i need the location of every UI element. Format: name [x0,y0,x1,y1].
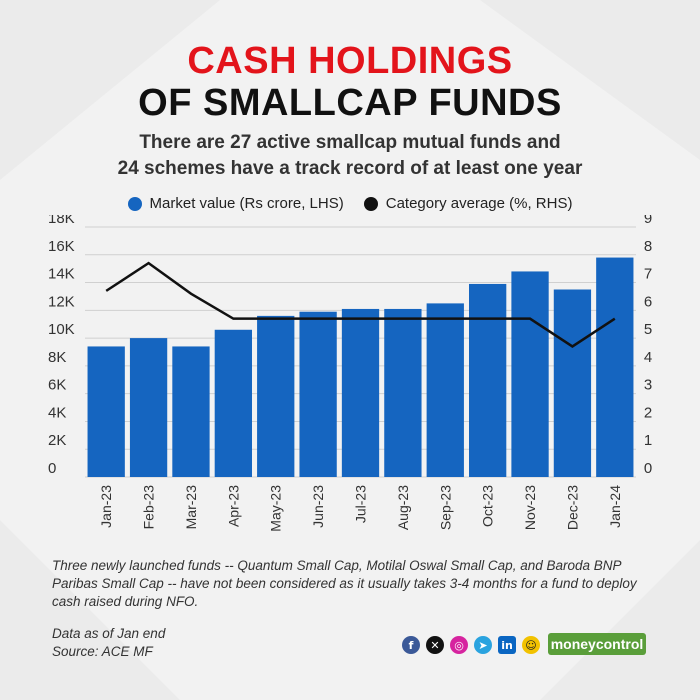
bar [426,303,464,477]
line-series-category-average [105,261,616,348]
x-tick-label: Nov-23 [522,485,538,530]
snapchat-icon[interactable]: ☺ [522,636,540,654]
bar [341,308,380,477]
x-tick-label: May-23 [268,485,284,532]
y-right-tick-label: 4 [644,349,652,366]
x-tick-label: Apr-23 [225,485,241,527]
legend-swatch-black-icon [363,196,378,211]
chart: 0 2K 4K 6K 8K 10K 12K 14K 16K 18K 0 1 2 3 4 5 6 7 8 9 Jan-23… [48,215,652,532]
chart-subtitle-line1: There are 27 active smallcap mutual fund… [139,132,561,153]
bar [257,315,295,477]
chart-title-line1: CASH HOLDINGS [187,40,513,82]
bar [129,338,168,477]
y-left-tick-label: 0 [48,460,56,477]
y-left-tick-label: 10K [48,321,75,338]
bar [172,346,210,477]
x-tick-label: Jun-23 [310,485,326,528]
bar [469,283,507,477]
x-tick-label: Jul-23 [353,485,369,523]
bar [214,329,252,477]
x-tick-label: Dec-23 [564,485,580,530]
legend-swatch-blue-icon [127,196,142,211]
bar [299,311,337,477]
source-note: Source: ACE MF [52,644,153,659]
y-left-tick-label: 12K [48,293,75,310]
bar [384,308,422,477]
telegram-icon[interactable]: ➤ [474,636,492,654]
linkedin-icon[interactable]: in [498,636,516,654]
y-right-tick-label: 7 [644,266,652,283]
bar [596,257,634,477]
x-tick-label: Sep-23 [437,485,453,530]
social-icons: f ✕ ◎ ➤ in ☺ [402,636,546,654]
instagram-icon[interactable]: ◎ [450,636,468,654]
footnote: Three newly launched funds -- Quantum Sm… [52,558,637,609]
chart-subtitle-line2: 24 schemes have a track record of at lea… [117,158,583,179]
y-right-tick-label: 1 [644,432,652,449]
data-as-of: Data as of Jan end [52,626,166,641]
facebook-icon[interactable]: f [402,636,420,654]
y-left-tick-label: 4K [48,404,66,421]
y-right-tick-label: 2 [644,404,652,421]
chart-legend: Market value (Rs crore, LHS) Category av… [0,195,700,212]
y-right-tick-label: 8 [644,238,652,255]
x-tick-label: Aug-23 [395,485,411,530]
legend-label-market-value: Market value (Rs crore, LHS) [149,195,344,212]
brand-logo: moneycontrol [548,633,646,655]
y-left-tick-label: 18K [48,215,75,227]
y-right-tick-label: 6 [644,293,652,310]
y-right-tick-label: 3 [644,377,652,394]
bar [553,289,592,477]
chart-title-line2: OF SMALLCAP FUNDS [138,82,562,124]
legend-label-category-average: Category average (%, RHS) [385,195,573,212]
legend-item-market-value: Market value (Rs crore, LHS) [127,195,344,212]
legend-item-category-average: Category average (%, RHS) [363,195,573,212]
y-left-tick-label: 14K [48,266,75,283]
y-right-tick-label: 0 [644,460,652,477]
x-tick-label: Mar-23 [183,485,199,530]
y-right-tick-label: 9 [644,215,652,227]
x-tick-label: Feb-23 [141,485,157,530]
x-tick-label: Oct-23 [480,485,496,527]
y-left-tick-label: 16K [48,238,75,255]
y-left-tick-label: 2K [48,432,66,449]
bar [511,271,549,477]
x-icon[interactable]: ✕ [426,636,444,654]
y-left-tick-label: 8K [48,349,66,366]
y-right-tick-label: 5 [644,321,652,338]
x-tick-label: Jan-24 [607,485,623,528]
x-tick-label: Jan-23 [98,485,114,528]
bar [87,346,125,477]
y-left-tick-label: 6K [48,377,66,394]
